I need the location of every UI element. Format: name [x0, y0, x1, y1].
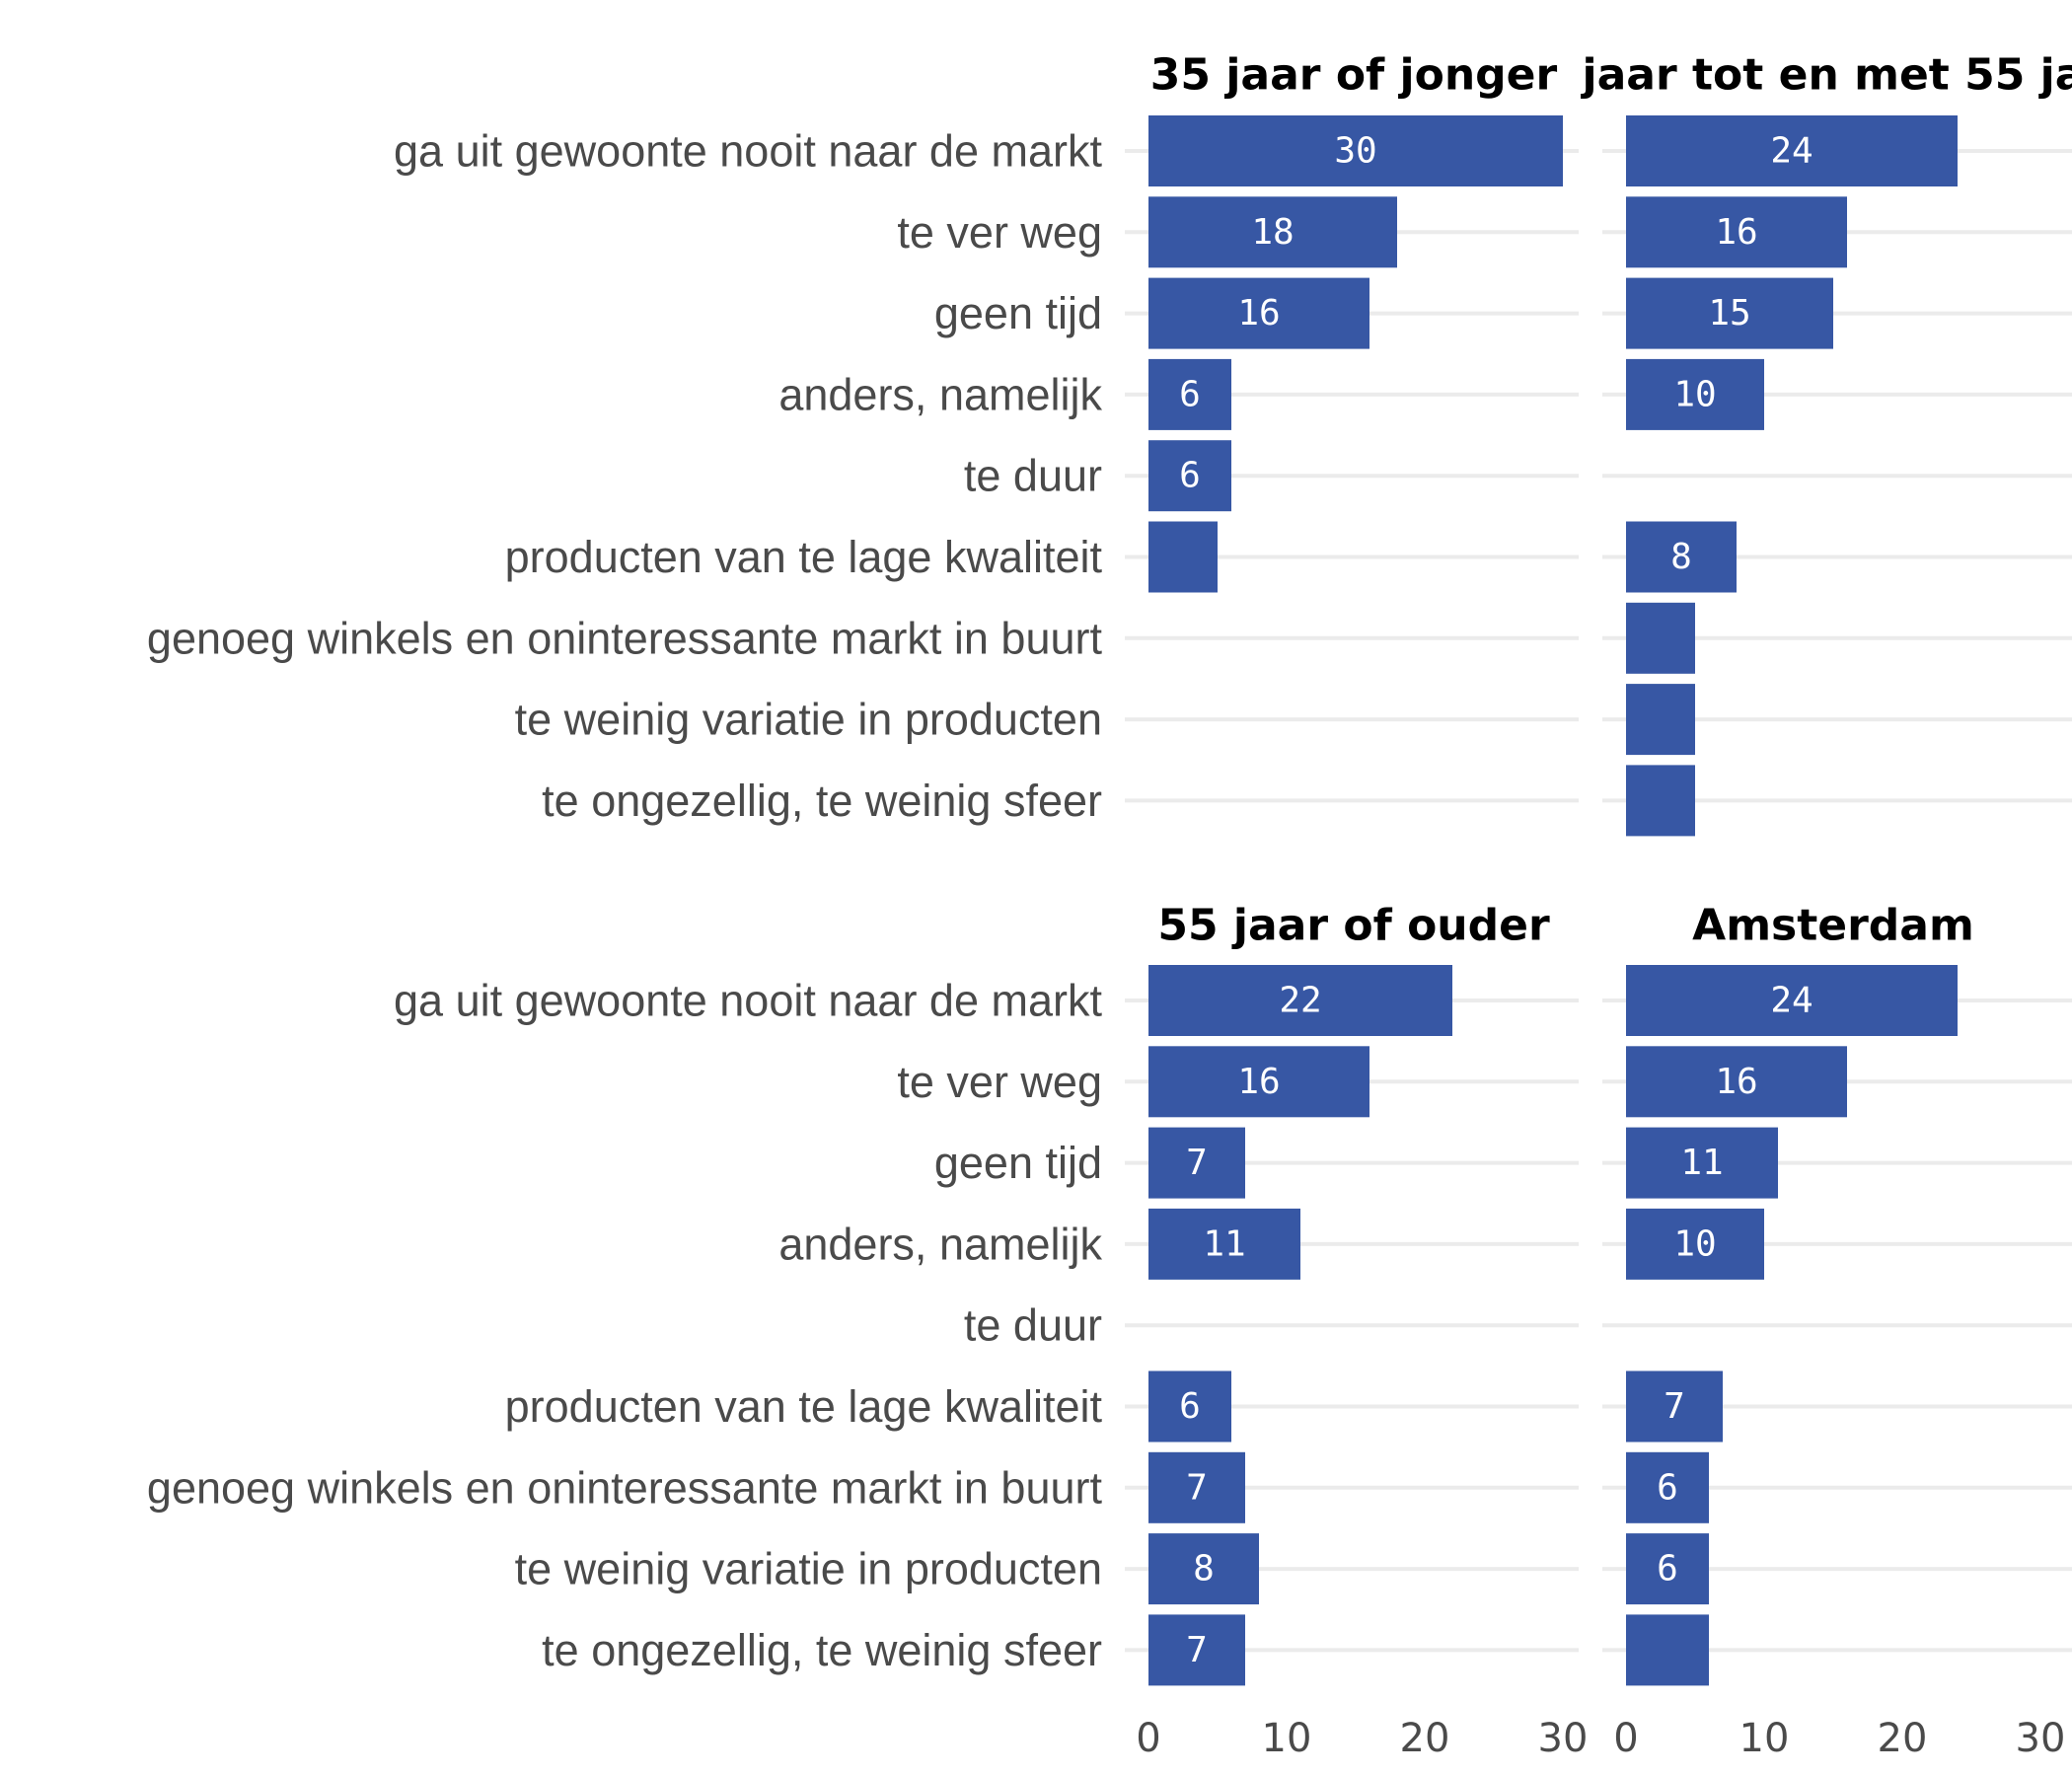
- category-label: anders, namelijk: [778, 1219, 1102, 1269]
- bar-value-label: 6: [1179, 374, 1201, 414]
- category-label: te weinig variatie in producten: [515, 1544, 1102, 1594]
- bar-value-label: 30: [1334, 131, 1376, 172]
- bar-value-label: 16: [1237, 293, 1280, 333]
- bar-value-label: 15: [1708, 293, 1750, 333]
- bar-value-label: 7: [1186, 1630, 1208, 1670]
- bar: [1626, 277, 1833, 349]
- bar: [1626, 1614, 1709, 1686]
- facet-title: 55 jaar of ouder: [1157, 901, 1550, 951]
- bar: [1148, 196, 1397, 268]
- bar: [1626, 965, 1958, 1036]
- x-tick-label: 20: [1400, 1716, 1450, 1761]
- category-label: ga uit gewoonte nooit naar de markt: [394, 126, 1102, 177]
- bar: [1148, 115, 1563, 186]
- bar-value-label: 11: [1680, 1143, 1723, 1183]
- bar-value-label: 7: [1664, 1386, 1685, 1427]
- bar: [1148, 1127, 1245, 1199]
- x-tick-label: 10: [1739, 1716, 1790, 1761]
- bar: [1626, 358, 1764, 430]
- bar: [1148, 1046, 1369, 1118]
- category-label: te duur: [964, 1300, 1102, 1351]
- bar: [1148, 1451, 1245, 1523]
- category-label: producten van te lage kwaliteit: [505, 532, 1103, 582]
- bar: [1626, 765, 1695, 837]
- category-label: ga uit gewoonte nooit naar de markt: [394, 976, 1102, 1026]
- bar-value-label: 16: [1715, 212, 1757, 253]
- category-label: geen tijd: [934, 1138, 1102, 1188]
- bar-value-label: 10: [1673, 374, 1716, 414]
- x-tick-label: 10: [1262, 1716, 1312, 1761]
- category-label: anders, namelijk: [778, 369, 1102, 419]
- bar: [1148, 965, 1452, 1036]
- bar-value-label: 16: [1237, 1062, 1280, 1102]
- x-tick-label: 30: [1538, 1716, 1589, 1761]
- facet-title: jaar tot en met 55 ja: [1581, 50, 2072, 101]
- x-tick-label: 0: [1613, 1716, 1638, 1761]
- category-label: te ongezellig, te weinig sfeer: [542, 1625, 1102, 1675]
- bar: [1148, 358, 1231, 430]
- bar-value-label: 22: [1279, 981, 1321, 1021]
- category-label: te ver weg: [897, 1057, 1102, 1107]
- bar: [1626, 684, 1695, 756]
- bar-value-label: 8: [1193, 1549, 1215, 1590]
- category-label: te weinig variatie in producten: [515, 695, 1102, 745]
- bar: [1626, 1046, 1847, 1118]
- bar: [1148, 521, 1218, 593]
- category-label: te ver weg: [897, 207, 1102, 258]
- bar: [1626, 1451, 1709, 1523]
- bar-value-label: 10: [1673, 1223, 1716, 1264]
- bar-value-label: 6: [1179, 1386, 1201, 1427]
- bar: [1626, 115, 1958, 186]
- bar-value-label: 6: [1657, 1549, 1678, 1590]
- x-tick-label: 20: [1878, 1716, 1928, 1761]
- category-label: genoeg winkels en oninteressante markt i…: [147, 1462, 1103, 1513]
- bar: [1626, 1370, 1723, 1443]
- bar-value-label: 6: [1657, 1467, 1678, 1508]
- bar-value-label: 24: [1770, 981, 1813, 1021]
- category-label: te ongezellig, te weinig sfeer: [542, 776, 1102, 826]
- bar-value-label: 24: [1770, 131, 1813, 172]
- bar: [1148, 1614, 1245, 1686]
- bar-value-label: 18: [1251, 212, 1294, 253]
- bar: [1626, 1127, 1778, 1199]
- bar: [1626, 1533, 1709, 1605]
- facet-title: 35 jaar of jonger: [1150, 50, 1558, 101]
- bar-value-label: 7: [1186, 1143, 1208, 1183]
- category-label: te duur: [964, 451, 1102, 501]
- bar-value-label: 7: [1186, 1467, 1208, 1508]
- bar: [1148, 1533, 1259, 1605]
- bar-value-label: 16: [1715, 1062, 1757, 1102]
- x-tick-label: 0: [1136, 1716, 1160, 1761]
- bar: [1148, 1370, 1231, 1443]
- bar-value-label: 8: [1670, 537, 1692, 577]
- bar-value-label: 6: [1179, 456, 1201, 496]
- bar-value-label: 11: [1203, 1223, 1245, 1264]
- category-label: producten van te lage kwaliteit: [505, 1381, 1103, 1432]
- x-tick-label: 30: [2016, 1716, 2066, 1761]
- bar: [1148, 440, 1231, 512]
- bar: [1626, 602, 1695, 674]
- category-label: geen tijd: [934, 288, 1102, 338]
- bar: [1626, 196, 1847, 268]
- facet-title: Amsterdam: [1692, 901, 1974, 951]
- bar: [1148, 1208, 1300, 1280]
- bar: [1148, 277, 1369, 349]
- bar: [1626, 521, 1737, 593]
- bar: [1626, 1208, 1764, 1280]
- category-label: genoeg winkels en oninteressante markt i…: [147, 613, 1103, 663]
